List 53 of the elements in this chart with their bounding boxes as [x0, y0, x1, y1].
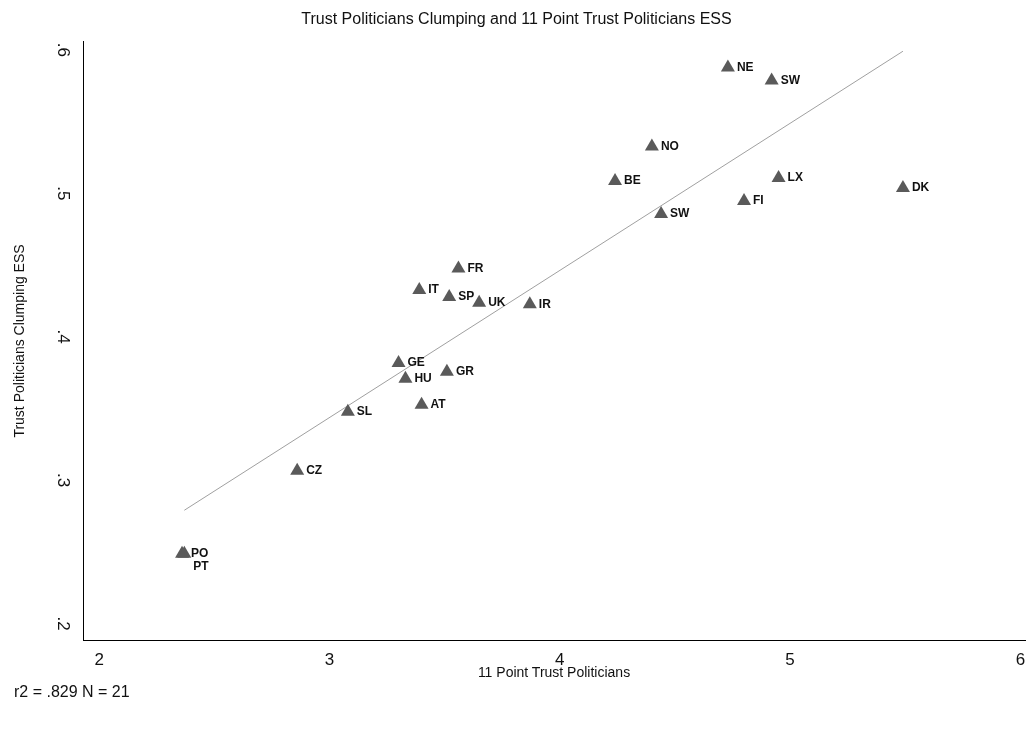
y-axis-title: Trust Politicians Clumping ESS — [11, 244, 28, 438]
point — [414, 396, 429, 409]
point — [737, 192, 752, 205]
annotation: GE — [407, 355, 425, 370]
x-tick-label: 3 — [324, 649, 335, 669]
annotation: SP — [458, 289, 475, 304]
point — [340, 403, 355, 416]
x-axis-title: 11 Point Trust Politicians — [477, 664, 631, 681]
annotation: SL — [356, 404, 373, 419]
point — [398, 370, 413, 383]
point — [451, 260, 466, 273]
annotation: BE — [624, 173, 641, 188]
annotation: NE — [736, 59, 754, 74]
x-tick-label: 2 — [94, 649, 104, 669]
point — [442, 289, 457, 302]
point — [522, 296, 537, 309]
y-tick-label: .5 — [54, 186, 74, 201]
annotation: SW — [670, 206, 691, 221]
annotation: HU — [414, 371, 432, 386]
point — [412, 281, 427, 294]
point — [654, 205, 669, 218]
annotation: FR — [467, 260, 484, 275]
annotation: SW — [780, 72, 801, 87]
x-tick-label: 6 — [1015, 649, 1026, 669]
y-tick-label: .4 — [54, 329, 74, 344]
point — [439, 363, 454, 376]
point — [290, 462, 305, 475]
y-tick-label: .3 — [54, 473, 74, 488]
x-tick-label: 5 — [785, 649, 795, 669]
annotation: GR — [455, 364, 475, 378]
y-tick-label: .6 — [54, 42, 74, 57]
annotation: DK — [911, 180, 930, 195]
annotation: IT — [428, 282, 440, 297]
annotation: LX — [787, 170, 803, 185]
annotation: UK — [488, 295, 506, 310]
point — [644, 138, 659, 151]
annotation: FI — [753, 193, 764, 208]
annotation: CZ — [306, 462, 323, 477]
point — [895, 180, 910, 193]
point — [764, 72, 779, 85]
point — [608, 172, 623, 185]
y-tick-label: .2 — [54, 616, 74, 631]
point — [472, 294, 487, 307]
annotation: PT — [193, 559, 210, 574]
point — [771, 170, 786, 183]
text: r2 = .829 N = 21 — [14, 683, 130, 700]
annotation: NO — [660, 138, 679, 153]
point — [391, 355, 406, 368]
annotation: IR — [538, 296, 552, 311]
annotation: AT — [430, 396, 447, 411]
annotation: PO — [191, 546, 209, 561]
chart-title: Trust Politicians Clumping and 11 Point Trust Politicians ESS — [301, 10, 732, 28]
point — [720, 59, 735, 72]
